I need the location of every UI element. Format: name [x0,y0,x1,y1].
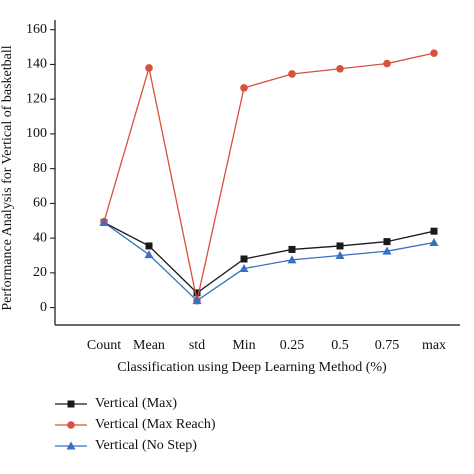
x-tick-label: std [189,338,205,353]
legend-marker [67,400,75,408]
data-point [383,59,391,68]
series-line [103,52,435,301]
x-tick-label: 0.25 [280,338,305,353]
x-tick-label: max [422,338,446,353]
legend-label: Vertical (No Step) [95,438,197,453]
data-point [288,245,296,253]
x-axis-title: Classification using Deep Learning Metho… [117,360,387,375]
data-point [240,255,248,263]
data-point [430,49,438,57]
data-point [145,242,153,250]
y-tick-label: 80 [33,161,47,176]
x-tick-label: Count [87,338,121,353]
data-point [193,289,201,297]
data-point [336,64,344,73]
x-tick-label: Min [232,338,255,353]
series-line [103,221,435,294]
data-point [429,237,439,246]
data-point [383,238,391,246]
data-point [239,264,249,273]
x-tick-label: 0.5 [331,338,349,353]
data-point [240,84,248,92]
y-tick-label: 40 [33,230,47,245]
data-point [335,251,345,260]
y-tick-label: 120 [26,91,47,106]
y-tick-label: 100 [26,126,47,141]
legend-label: Vertical (Max Reach) [95,417,216,432]
data-point [288,70,296,78]
data-point [287,255,297,264]
x-tick-label: Mean [133,338,165,353]
legend-label: Vertical (Max) [95,396,177,411]
y-tick-label: 0 [40,300,47,315]
legend-marker [67,421,75,429]
y-axis-title: Performance Analysis for Vertical of bas… [0,45,15,310]
data-point [99,218,109,227]
data-point [430,227,438,235]
y-tick-label: 160 [26,22,47,37]
data-point [192,296,202,305]
data-point [382,246,392,255]
series-line [103,221,435,302]
y-tick-label: 20 [33,265,47,280]
legend-marker [66,441,76,450]
x-tick-label: 0.75 [375,338,400,353]
y-tick-label: 60 [33,196,47,211]
data-point [144,250,154,259]
y-tick-label: 140 [26,57,47,72]
data-point [336,242,344,250]
data-point [145,64,153,72]
